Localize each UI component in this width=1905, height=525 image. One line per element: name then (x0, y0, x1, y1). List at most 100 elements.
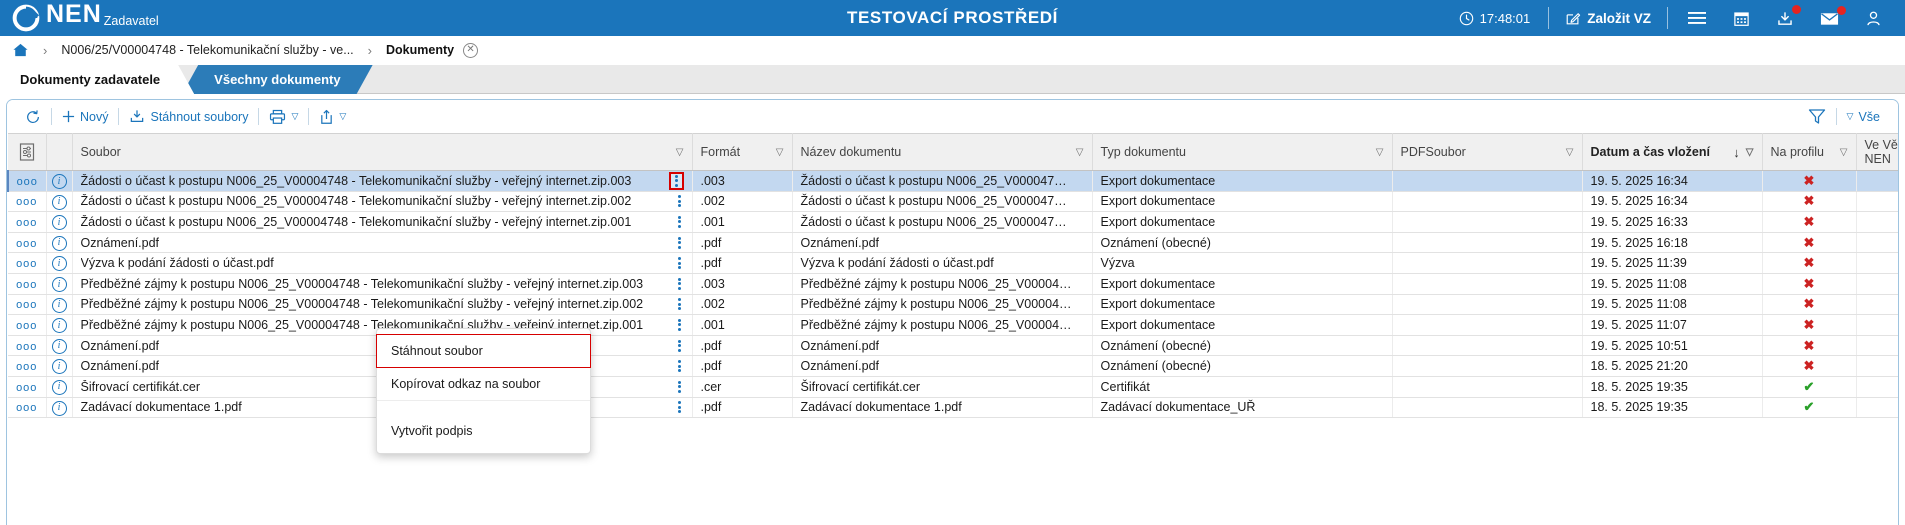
table-row[interactable]: ooo i Oznámení.pdf .pdf Oznámení.pdf Oznámení… (8, 232, 1898, 254)
file-menu-icon[interactable] (675, 317, 684, 333)
row-info-cell[interactable]: i (46, 211, 73, 233)
filter-button[interactable] (1798, 108, 1836, 125)
file-menu-icon[interactable] (675, 296, 684, 312)
column-header-soubor[interactable]: Soubor ▽ (72, 133, 693, 171)
table-row[interactable]: ooo i Předběžné zájmy k postupu N006_25_V0… (8, 314, 1898, 336)
row-actions-cell[interactable]: ooo (8, 252, 47, 274)
refresh-button[interactable] (15, 109, 51, 125)
row-info-cell[interactable]: i (46, 273, 73, 295)
chevron-down-icon[interactable]: ▽ (1839, 146, 1848, 158)
row-info-cell[interactable]: i (46, 170, 73, 192)
row-actions-icon[interactable]: ooo (16, 340, 38, 353)
column-header-pdfsoubor[interactable]: PDFSoubor ▽ (1392, 133, 1583, 171)
download-files-button[interactable]: Stáhnout soubory (119, 109, 258, 124)
info-icon[interactable]: i (51, 194, 67, 210)
table-row[interactable]: ooo i Výzva k podání žádosti o účast.pdf .p… (8, 252, 1898, 274)
column-header-datum-a-cas-vlozeni[interactable]: Datum a čas vložení ↓ ▽ (1582, 133, 1763, 171)
row-actions-icon[interactable]: ooo (16, 175, 38, 188)
create-procurement-button[interactable]: Založit VZ (1555, 10, 1661, 26)
row-info-cell[interactable]: i (46, 314, 73, 336)
row-info-cell[interactable]: i (46, 376, 73, 398)
info-icon[interactable]: i (51, 359, 67, 375)
chevron-down-icon[interactable]: ▽ (1075, 146, 1084, 158)
view-all-dropdown[interactable]: ▽ Vše (1837, 110, 1890, 124)
new-button[interactable]: Nový (52, 110, 118, 124)
info-icon[interactable]: i (51, 256, 67, 272)
cell-soubor[interactable]: Žádosti o účast k postupu N006_25_V00004… (72, 191, 693, 213)
row-info-cell[interactable]: i (46, 232, 73, 254)
file-menu-icon[interactable] (675, 235, 684, 251)
export-button[interactable]: ▽ (309, 109, 356, 125)
column-header-ve-vestniku-nen[interactable]: Ve Věstníku NEN ▽ (1856, 133, 1898, 171)
info-icon[interactable]: i (51, 338, 67, 354)
row-actions-icon[interactable]: ooo (16, 402, 38, 415)
hamburger-menu-button[interactable] (1674, 10, 1720, 26)
chevron-down-icon[interactable]: ▽ (1565, 146, 1574, 158)
column-header-settings[interactable] (8, 133, 47, 171)
row-actions-cell[interactable]: ooo (8, 314, 47, 336)
table-row[interactable]: ooo i Předběžné zájmy k postupu N006_25_V0… (8, 273, 1898, 295)
row-info-cell[interactable]: i (46, 191, 73, 213)
calendar-button[interactable] (1720, 10, 1763, 27)
info-icon[interactable]: i (51, 400, 67, 416)
cell-soubor[interactable]: Oznámení.pdf (72, 232, 693, 254)
row-info-cell[interactable]: i (46, 397, 73, 419)
file-menu-icon[interactable] (675, 399, 684, 415)
row-actions-cell[interactable]: ooo (8, 335, 47, 357)
file-menu-icon[interactable] (675, 214, 684, 230)
row-actions-cell[interactable]: ooo (8, 273, 47, 295)
downloads-button[interactable] (1763, 4, 1807, 27)
cell-soubor[interactable]: Žádosti o účast k postupu N006_25_V00004… (72, 211, 693, 233)
table-row[interactable]: ooo i Předběžné zájmy k postupu N006_25_V0… (8, 294, 1898, 316)
file-menu-icon[interactable] (675, 193, 684, 209)
cell-soubor[interactable]: Předběžné zájmy k postupu N006_25_V00004… (72, 294, 693, 316)
tab-dokumenty-zadavatele[interactable]: Dokumenty zadavatele (0, 65, 194, 94)
table-row[interactable]: ooo i Oznámení.pdf .pdf Oznámení.pdf Oznámení… (8, 335, 1898, 357)
file-menu-icon[interactable] (675, 379, 684, 395)
cell-soubor[interactable]: Žádosti o účast k postupu N006_25_V00004… (72, 170, 693, 192)
row-actions-icon[interactable]: ooo (16, 361, 38, 374)
cell-soubor[interactable]: Výzva k podání žádosti o účast.pdf (72, 252, 693, 274)
home-icon[interactable] (12, 42, 29, 58)
row-info-cell[interactable]: i (46, 252, 73, 274)
chevron-down-icon[interactable]: ▽ (675, 146, 684, 158)
column-header-typ-dokumentu[interactable]: Typ dokumentu ▽ (1092, 133, 1393, 171)
table-row[interactable]: ooo i Žádosti o účast k postupu N006_25_V0… (7, 170, 1898, 192)
chevron-down-icon[interactable]: ▽ (1745, 146, 1754, 158)
table-row[interactable]: ooo i Zadávací dokumentace 1.pdf .pdf Zadáva… (8, 397, 1898, 419)
row-actions-cell[interactable]: ooo (8, 376, 47, 398)
column-header-na-profilu[interactable]: Na profilu ▽ (1762, 133, 1857, 171)
chevron-down-icon[interactable]: ▽ (291, 111, 299, 121)
row-actions-cell[interactable]: ooo (8, 211, 47, 233)
table-row[interactable]: ooo i Žádosti o účast k postupu N006_25_V0… (8, 191, 1898, 213)
column-header-nazev-dokumentu[interactable]: Název dokumentu ▽ (792, 133, 1093, 171)
info-icon[interactable]: i (51, 297, 67, 313)
row-actions-cell[interactable]: ooo (8, 191, 47, 213)
row-actions-icon[interactable]: ooo (16, 319, 38, 332)
context-menu-item[interactable]: Kopírovat odkaz na soubor (377, 368, 590, 401)
row-actions-cell[interactable]: ooo (8, 294, 47, 316)
brand-logo-block[interactable]: NEN Zadavatel (0, 0, 159, 36)
table-row[interactable]: ooo i Žádosti o účast k postupu N006_25_V0… (8, 211, 1898, 233)
context-menu-item[interactable]: Stáhnout soubor (376, 334, 591, 368)
sort-descending-icon[interactable]: ↓ (1733, 144, 1740, 160)
table-row[interactable]: ooo i Šifrovací certifikát.cer .cer Šifrovac… (8, 376, 1898, 398)
info-icon[interactable]: i (51, 235, 67, 251)
file-menu-icon[interactable] (675, 255, 684, 271)
column-header-format[interactable]: Formát ▽ (692, 133, 793, 171)
row-info-cell[interactable]: i (46, 355, 73, 377)
file-menu-icon[interactable] (675, 338, 684, 354)
chevron-down-icon[interactable]: ▽ (1375, 146, 1384, 158)
info-icon[interactable]: i (51, 174, 67, 190)
table-row[interactable]: ooo i Oznámení.pdf .pdf Oznámení.pdf Oznámení… (8, 355, 1898, 377)
info-icon[interactable]: i (51, 215, 67, 231)
row-actions-icon[interactable]: ooo (16, 258, 38, 271)
messages-button[interactable] (1807, 5, 1852, 26)
row-actions-icon[interactable]: ooo (16, 216, 38, 229)
tab-vsechny-dokumenty[interactable]: Všechny dokumenty (182, 65, 372, 94)
row-actions-cell[interactable]: ooo (8, 355, 47, 377)
close-icon[interactable]: ✕ (463, 42, 479, 58)
print-button[interactable]: ▽ (259, 109, 308, 125)
row-info-cell[interactable]: i (46, 294, 73, 316)
row-actions-icon[interactable]: ooo (16, 299, 38, 312)
